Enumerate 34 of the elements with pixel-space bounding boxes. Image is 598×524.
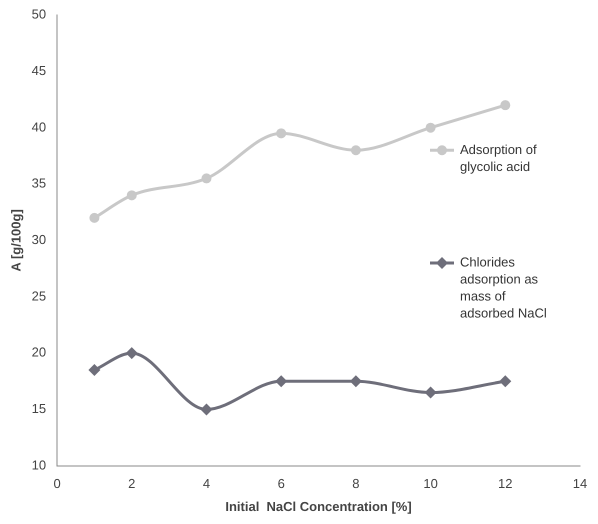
point [200, 403, 212, 416]
point [426, 122, 436, 133]
point [350, 145, 361, 156]
y-tick-label: 15 [32, 401, 46, 416]
x-tick-label: 8 [352, 476, 360, 492]
point [276, 128, 286, 138]
x-tick-label: 12 [498, 476, 513, 492]
x-tick-label: 0 [53, 476, 61, 492]
point [499, 375, 512, 388]
y-tick-label: 25 [32, 288, 46, 304]
point [500, 100, 510, 110]
point [275, 375, 288, 388]
x-tick-label: 14 [572, 476, 588, 492]
point [88, 364, 100, 376]
y-tick-label: 30 [32, 232, 46, 247]
point [126, 190, 137, 200]
x-tick-label: 10 [423, 476, 438, 492]
y-tick-label: 35 [32, 176, 46, 191]
y-axis-title: A [g/100g] [8, 209, 24, 272]
x-tick-label: 6 [278, 476, 285, 492]
x-axis-title: Initial NaCl Concentration [%] [225, 498, 412, 514]
point [89, 212, 100, 223]
x-tick-label: 2 [128, 476, 136, 492]
legend-label: Adsorption of glycolic acid [460, 142, 537, 174]
y-tick-label: 20 [32, 344, 46, 360]
y-tick-label: 45 [32, 62, 46, 78]
point [201, 173, 212, 184]
legend-label: Chlorides adsorption as mass of adsorbed NaCl [460, 254, 547, 321]
y-tick-label: 50 [32, 6, 46, 22]
x-tick-label: 4 [202, 476, 210, 492]
y-tick-label: 10 [32, 457, 46, 472]
y-tick-label: 40 [32, 119, 46, 134]
point [350, 375, 362, 388]
point [126, 347, 138, 360]
